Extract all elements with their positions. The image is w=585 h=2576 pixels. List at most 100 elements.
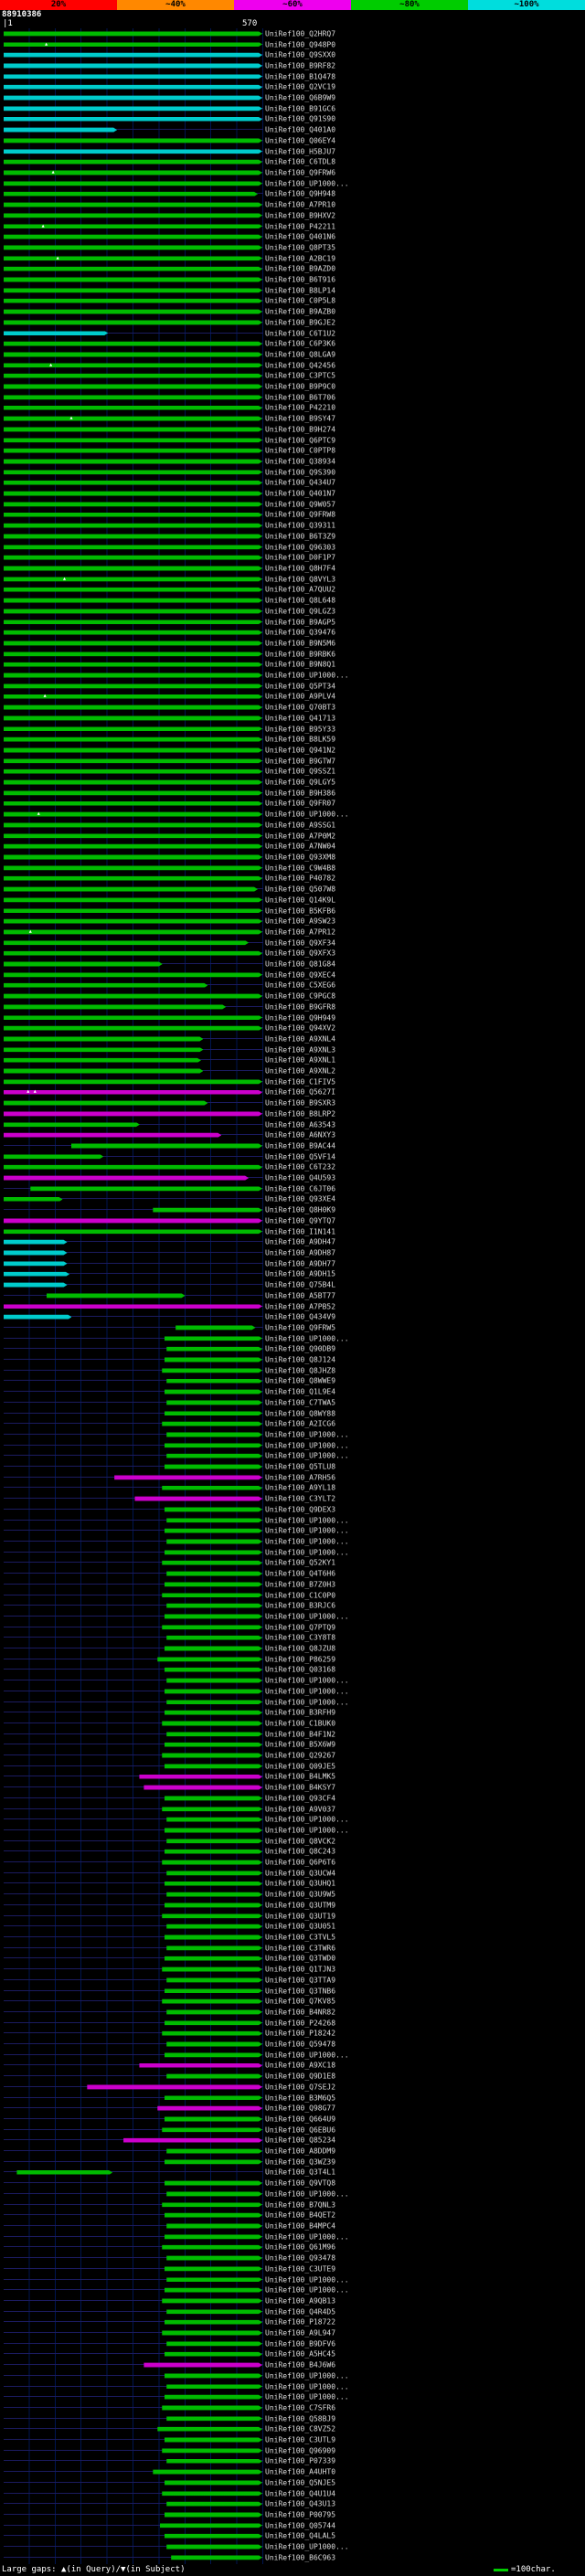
subject-label[interactable]: UniRef100_Q4T6H6 — [265, 1569, 336, 1578]
subject-label[interactable]: UniRef100_Q70BT3 — [265, 703, 336, 712]
subject-label[interactable]: UniRef100_Q3TTA9 — [265, 1976, 336, 1985]
alignment-bar[interactable] — [4, 320, 262, 324]
subject-label[interactable]: UniRef100_Q75B4L — [265, 1280, 336, 1289]
alignment-bar[interactable] — [165, 1529, 262, 1533]
alignment-bar[interactable] — [165, 1764, 262, 1768]
alignment-bar[interactable] — [165, 1935, 262, 1940]
subject-label[interactable]: UniRef100_Q96303 — [265, 543, 336, 552]
subject-label[interactable]: UniRef100_A9DH77 — [265, 1259, 336, 1268]
alignment-bar[interactable] — [166, 1454, 262, 1458]
alignment-bar[interactable] — [4, 1176, 249, 1181]
subject-label[interactable]: UniRef100_B8LRP2 — [265, 1109, 336, 1118]
subject-label[interactable]: UniRef100_A9SW23 — [265, 917, 336, 926]
alignment-bar[interactable] — [165, 1390, 262, 1394]
subject-label[interactable]: UniRef100_C6T232 — [265, 1162, 336, 1171]
subject-label[interactable]: UniRef100_Q6B9W9 — [265, 93, 336, 102]
subject-label[interactable]: UniRef100_A9XNL3 — [265, 1045, 336, 1055]
subject-label[interactable]: UniRef100_Q3WZ39 — [265, 2157, 336, 2167]
subject-label[interactable]: UniRef100_Q9LGY5 — [265, 778, 336, 787]
alignment-bar[interactable] — [4, 385, 262, 389]
subject-label[interactable]: UniRef100_C3Y8T8 — [265, 1633, 336, 1642]
alignment-bar[interactable] — [144, 1786, 262, 1790]
alignment-bar[interactable] — [4, 1229, 262, 1234]
subject-label[interactable]: UniRef100_A7PR10 — [265, 200, 336, 209]
alignment-bar[interactable] — [4, 524, 262, 528]
subject-label[interactable]: UniRef100_UP1000... — [265, 1334, 349, 1343]
alignment-bar[interactable] — [4, 1283, 68, 1288]
alignment-bar[interactable] — [162, 2031, 262, 2036]
alignment-bar[interactable] — [165, 2352, 262, 2357]
alignment-bar[interactable] — [4, 502, 262, 506]
subject-label[interactable]: UniRef100_UP1000... — [265, 2542, 349, 2551]
subject-label[interactable]: UniRef100_A5HC45 — [265, 2349, 336, 2359]
subject-label[interactable]: UniRef100_UP1000... — [265, 2382, 349, 2391]
alignment-bar[interactable] — [166, 2416, 262, 2421]
alignment-bar[interactable] — [4, 609, 262, 613]
alignment-bar[interactable] — [4, 1036, 203, 1041]
subject-label[interactable]: UniRef100_Q8C243 — [265, 1847, 336, 1856]
alignment-bar[interactable] — [4, 822, 262, 827]
subject-label[interactable]: UniRef100_Q29267 — [265, 1751, 336, 1760]
alignment-bar[interactable] — [165, 2320, 262, 2325]
alignment-bar[interactable] — [162, 1561, 262, 1565]
alignment-bar[interactable] — [4, 865, 262, 870]
subject-label[interactable]: UniRef100_Q948P0 — [265, 40, 336, 49]
alignment-bar[interactable] — [4, 427, 262, 431]
subject-label[interactable]: UniRef100_Q58BJ9 — [265, 2414, 336, 2423]
subject-label[interactable]: UniRef100_Q2VC19 — [265, 82, 336, 91]
alignment-bar[interactable] — [4, 673, 262, 678]
alignment-bar[interactable] — [162, 2491, 262, 2496]
subject-label[interactable]: UniRef100_Q9XFX3 — [265, 949, 336, 958]
subject-label[interactable]: UniRef100_P42210 — [265, 403, 336, 412]
alignment-bar[interactable] — [165, 1689, 262, 1693]
subject-label[interactable]: UniRef100_Q5NJE5 — [265, 2478, 336, 2487]
alignment-bar[interactable] — [153, 1208, 262, 1213]
alignment-bar[interactable] — [4, 599, 262, 603]
subject-label[interactable]: UniRef100_A9L947 — [265, 2328, 336, 2337]
alignment-bar[interactable] — [165, 2512, 262, 2517]
subject-label[interactable]: UniRef100_Q9FRW5 — [265, 1323, 336, 1332]
alignment-bar[interactable] — [165, 2438, 262, 2443]
alignment-bar[interactable] — [166, 1924, 262, 1929]
alignment-bar[interactable] — [4, 705, 262, 710]
alignment-bar[interactable] — [166, 1839, 262, 1843]
alignment-bar[interactable] — [4, 63, 262, 68]
alignment-bar[interactable] — [4, 352, 262, 356]
subject-label[interactable]: UniRef100_UP1000... — [265, 2051, 349, 2060]
alignment-bar[interactable] — [165, 1850, 262, 1854]
subject-label[interactable]: UniRef100_Q401N7 — [265, 489, 336, 498]
alignment-bar[interactable] — [165, 2213, 262, 2218]
subject-label[interactable]: UniRef100_P07339 — [265, 2456, 336, 2465]
alignment-bar[interactable] — [166, 1892, 262, 1897]
subject-label[interactable]: UniRef100_A6NXY3 — [265, 1130, 336, 1140]
alignment-bar[interactable] — [166, 1871, 262, 1875]
subject-label[interactable]: UniRef100_A9XNL4 — [265, 1034, 336, 1044]
subject-label[interactable]: UniRef100_Q4LAL5 — [265, 2531, 336, 2540]
alignment-bar[interactable] — [4, 897, 262, 902]
subject-label[interactable]: UniRef100_B9GFR8 — [265, 1002, 336, 1012]
subject-label[interactable]: UniRef100_Q5PT34 — [265, 682, 336, 691]
subject-label[interactable]: UniRef100_C3TWR6 — [265, 1944, 336, 1953]
alignment-bar[interactable] — [4, 160, 262, 164]
alignment-bar[interactable] — [162, 1860, 262, 1865]
subject-label[interactable]: UniRef100_Q6PTC9 — [265, 436, 336, 445]
alignment-bar[interactable] — [4, 299, 262, 303]
subject-label[interactable]: UniRef100_B91GC6 — [265, 104, 336, 113]
alignment-bar[interactable] — [4, 224, 262, 228]
alignment-bar[interactable] — [4, 588, 262, 592]
subject-label[interactable]: UniRef100_Q434V9 — [265, 1312, 336, 1321]
alignment-bar[interactable] — [4, 1197, 63, 1202]
subject-label[interactable]: UniRef100_UP1000... — [265, 2371, 349, 2380]
subject-label[interactable]: UniRef100_A9XC18 — [265, 2061, 336, 2070]
subject-label[interactable]: UniRef100_B4J6W6 — [265, 2360, 336, 2369]
subject-label[interactable]: UniRef100_B3M6Q5 — [265, 2094, 336, 2103]
alignment-bar[interactable] — [4, 929, 262, 934]
subject-label[interactable]: UniRef100_C5XEG6 — [265, 981, 336, 990]
alignment-bar[interactable] — [166, 2502, 262, 2507]
subject-label[interactable]: UniRef100_C3YLT2 — [265, 1494, 336, 1503]
subject-label[interactable]: UniRef100_UP1000... — [265, 179, 349, 188]
alignment-bar[interactable] — [4, 962, 163, 967]
subject-label[interactable]: UniRef100_P18722 — [265, 2317, 336, 2327]
subject-label[interactable]: UniRef100_B95Y33 — [265, 725, 336, 734]
alignment-bar[interactable] — [4, 395, 262, 399]
